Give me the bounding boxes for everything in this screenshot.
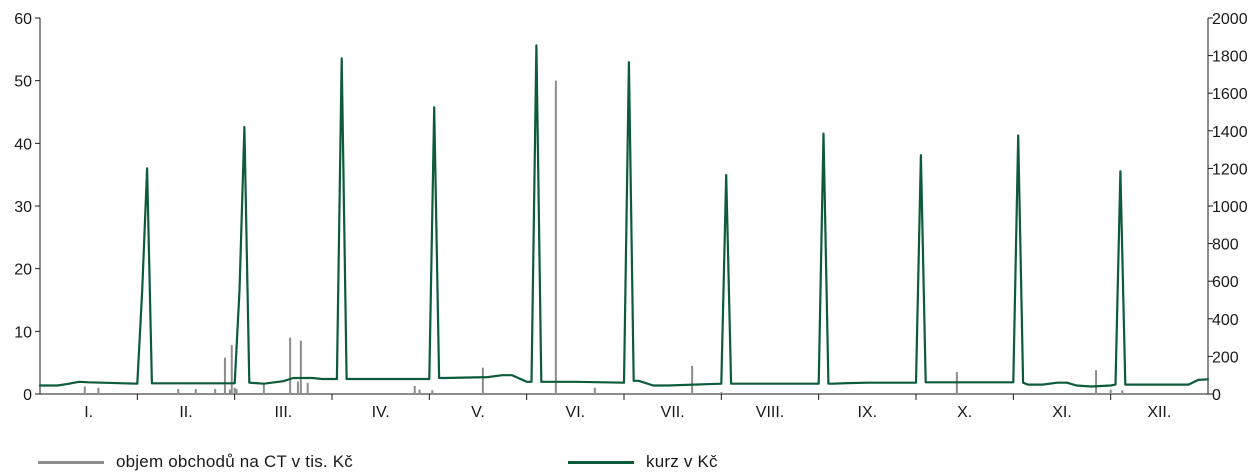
y-right-tick-label: 600 (1212, 274, 1239, 291)
volume-bar (177, 388, 180, 394)
volume-bar (296, 381, 299, 394)
volume-bar (1095, 370, 1098, 394)
volume-bar (1109, 389, 1112, 394)
volume-bar (262, 384, 265, 394)
volume-bar (418, 389, 421, 394)
volume-bar (299, 340, 302, 394)
y-right-tick-label: 2000 (1212, 11, 1248, 28)
y-left-tick-label: 20 (14, 262, 32, 279)
x-tick-label: IX. (858, 404, 878, 421)
legend: objem obchodů na CT v tis. Kč kurz v Kč (0, 452, 1255, 474)
volume-bar (720, 392, 723, 394)
legend-swatch-price (568, 460, 634, 464)
x-tick-label: XII. (1147, 404, 1171, 421)
volume-bar (481, 367, 484, 394)
x-tick-label: V. (471, 404, 485, 421)
y-right-tick-label: 1200 (1212, 161, 1248, 178)
price-line (38, 44, 1210, 388)
y-left-tick-label: 50 (14, 74, 32, 91)
volume-bar (194, 388, 197, 394)
legend-item-volume: objem obchodů na CT v tis. Kč (38, 452, 353, 472)
volume-bar (431, 390, 434, 394)
volume-bar (228, 389, 231, 394)
volume-bar (235, 388, 238, 394)
x-tick-label: II. (179, 404, 192, 421)
x-tick-label: VIII. (756, 404, 784, 421)
y-right-tick-label: 1400 (1212, 124, 1248, 141)
volume-bar (97, 387, 100, 394)
y-right-tick-label: 200 (1212, 349, 1239, 366)
volume-bar (289, 337, 292, 394)
legend-swatch-volume (38, 460, 104, 464)
volume-bar (306, 382, 309, 394)
volume-bar (230, 345, 233, 394)
volume-bar (1121, 390, 1124, 394)
x-tick-label: III. (274, 404, 292, 421)
y-right-tick-label: 1600 (1212, 86, 1248, 103)
volume-bar (691, 365, 694, 394)
volume-bar (593, 387, 596, 394)
y-left-tick-label: 10 (14, 324, 32, 341)
y-right-tick-label: 1800 (1212, 49, 1248, 66)
y-right-tick-label: 400 (1212, 312, 1239, 329)
x-tick-label: VII. (661, 404, 685, 421)
volume-bar (214, 388, 217, 394)
legend-label-price: kurz v Kč (646, 452, 718, 471)
y-left-tick-label: 30 (14, 199, 32, 216)
volume-bar (554, 80, 557, 395)
volume-bar (223, 357, 226, 394)
y-left-tick-label: 40 (14, 136, 32, 153)
volume-bar (413, 385, 416, 394)
legend-item-price: kurz v Kč (568, 452, 718, 472)
x-tick-label: IV. (372, 404, 390, 421)
y-right-tick-label: 1000 (1212, 199, 1248, 216)
x-tick-label: XI. (1052, 404, 1072, 421)
volume-bars (83, 80, 1124, 395)
y-right-tick-label: 0 (1212, 387, 1221, 404)
volume-price-chart: 0102030405060020040060080010001200140016… (14, 11, 1247, 421)
y-right-tick-label: 800 (1212, 237, 1239, 254)
x-tick-label: I. (84, 404, 93, 421)
y-left-tick-label: 0 (23, 387, 32, 404)
volume-bar (233, 387, 236, 394)
price-series-line (38, 44, 1210, 388)
volume-bar (83, 386, 86, 394)
x-tick-label: X. (957, 404, 972, 421)
y-left-tick-label: 60 (14, 11, 32, 28)
tick-labels: 0102030405060020040060080010001200140016… (14, 11, 1247, 421)
legend-label-volume: objem obchodů na CT v tis. Kč (116, 452, 353, 471)
x-tick-label: VI. (566, 404, 586, 421)
